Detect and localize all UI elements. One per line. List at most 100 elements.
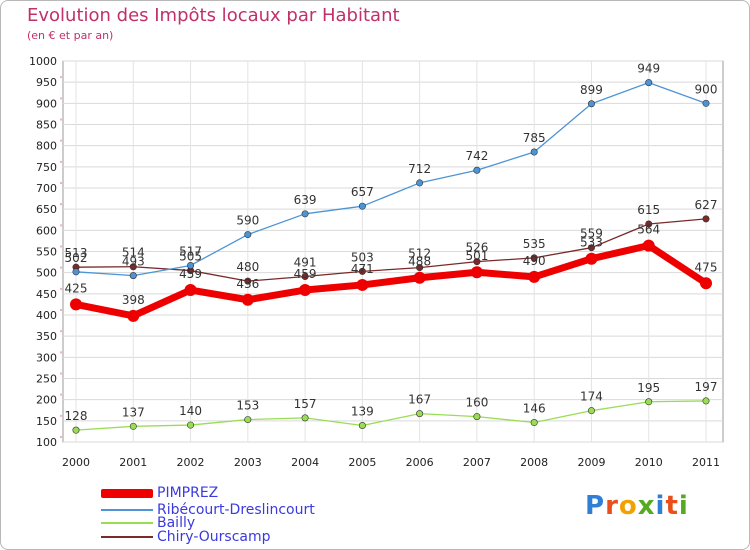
data-label-chiry-ourscamp: 512 (408, 247, 431, 261)
data-label-pimprez: 436 (236, 277, 259, 291)
data-label-ribecourt-dreslincourt: 657 (351, 185, 374, 199)
data-point-bailly (244, 416, 252, 424)
data-point-bailly (358, 421, 366, 429)
series-lines (70, 79, 712, 434)
data-point-pimprez (528, 270, 541, 283)
data-point-chiry-ourscamp (587, 244, 595, 252)
legend-swatch-bailly (101, 522, 153, 524)
data-point-bailly (473, 413, 481, 421)
data-point-chiry-ourscamp (530, 254, 538, 262)
x-tick-label: 2003 (234, 456, 262, 469)
data-point-pimprez (585, 252, 598, 265)
y-tick-label: 950 (36, 76, 57, 89)
data-point-ribecourt-dreslincourt (587, 100, 595, 108)
data-label-ribecourt-dreslincourt: 899 (580, 83, 603, 97)
y-tick-label: 800 (36, 140, 57, 153)
data-point-ribecourt-dreslincourt (187, 261, 195, 269)
y-tick-label: 100 (36, 436, 57, 449)
data-label-ribecourt-dreslincourt: 900 (695, 82, 718, 96)
data-point-ribecourt-dreslincourt (129, 272, 137, 280)
y-tick-label: 700 (36, 182, 57, 195)
logo-letter: i (678, 491, 689, 521)
data-point-chiry-ourscamp (473, 258, 481, 266)
data-label-ribecourt-dreslincourt: 785 (523, 131, 546, 145)
data-point-pimprez (413, 271, 426, 284)
y-tick-label: 550 (36, 246, 57, 259)
data-label-chiry-ourscamp: 615 (637, 203, 660, 217)
data-point-bailly (702, 397, 710, 405)
data-point-ribecourt-dreslincourt (473, 166, 481, 174)
data-point-bailly (416, 410, 424, 418)
data-label-bailly: 160 (465, 396, 488, 410)
data-point-chiry-ourscamp (416, 264, 424, 272)
legend-swatch-ribecourt-dreslincourt (101, 509, 153, 511)
y-tick-label: 300 (36, 351, 57, 364)
data-label-bailly: 146 (523, 402, 546, 416)
data-label-bailly: 195 (637, 381, 660, 395)
x-tick-label: 2006 (406, 456, 434, 469)
data-point-bailly (187, 421, 195, 429)
y-tick-label: 850 (36, 119, 57, 132)
x-tick-label: 2005 (348, 456, 376, 469)
data-point-ribecourt-dreslincourt (244, 231, 252, 239)
data-point-chiry-ourscamp (358, 267, 366, 275)
data-label-bailly: 140 (179, 404, 202, 418)
y-tick-label: 500 (36, 267, 57, 280)
legend-label-ribecourt-dreslincourt: Ribécourt-Dreslincourt (157, 502, 315, 518)
data-point-bailly (129, 422, 137, 430)
data-label-bailly: 174 (580, 390, 603, 404)
legend-label-pimprez: PIMPREZ (157, 485, 219, 501)
y-tick-label: 400 (36, 309, 57, 322)
data-point-pimprez (700, 277, 712, 290)
data-label-bailly: 153 (236, 399, 259, 413)
data-point-chiry-ourscamp (301, 272, 309, 280)
y-tick-label: 350 (36, 330, 57, 343)
data-label-chiry-ourscamp: 491 (294, 255, 317, 269)
chart-subtitle: (en € et par an) (27, 29, 114, 42)
data-label-ribecourt-dreslincourt: 949 (637, 62, 660, 76)
data-label-ribecourt-dreslincourt: 712 (408, 162, 431, 176)
data-label-pimprez: 459 (179, 267, 202, 281)
chart-title: Evolution des Impôts locaux par Habitant (27, 5, 400, 26)
x-tick-label: 2009 (577, 456, 605, 469)
x-tick-label: 2008 (520, 456, 548, 469)
data-label-pimprez: 488 (408, 255, 431, 269)
logo-letter: x (637, 491, 656, 521)
data-point-bailly (530, 419, 538, 427)
x-tick-label: 2010 (635, 456, 663, 469)
y-tick-label: 1000 (29, 55, 57, 68)
x-tick-label: 2001 (119, 456, 147, 469)
data-label-pimprez: 459 (294, 267, 317, 281)
data-label-bailly: 167 (408, 393, 431, 407)
x-tick-label: 2002 (177, 456, 205, 469)
logo-letter: t (665, 491, 679, 521)
data-label-ribecourt-dreslincourt: 502 (65, 251, 88, 265)
legend-label-chiry-ourscamp: Chiry-Ourscamp (157, 529, 271, 545)
data-point-chiry-ourscamp (244, 277, 252, 285)
data-label-pimprez: 471 (351, 262, 374, 276)
logo-letter: P (585, 491, 606, 521)
data-label-chiry-ourscamp: 505 (179, 250, 202, 264)
data-label-chiry-ourscamp: 627 (695, 198, 718, 212)
series-line-chiry-ourscamp (75, 218, 707, 282)
legend-item-bailly: Bailly (101, 515, 195, 531)
legend-item-ribecourt-dreslincourt: Ribécourt-Dreslincourt (101, 502, 315, 518)
y-tick-label: 650 (36, 203, 57, 216)
data-point-bailly (645, 398, 653, 406)
data-point-pimprez (642, 239, 655, 252)
data-point-ribecourt-dreslincourt (301, 210, 309, 218)
x-tick-label: 2004 (291, 456, 319, 469)
data-point-pimprez (299, 284, 312, 297)
y-tick-label: 600 (36, 224, 57, 237)
data-label-chiry-ourscamp: 526 (465, 241, 488, 255)
x-tick-label: 2000 (62, 456, 90, 469)
x-tick-label: 2007 (463, 456, 491, 469)
data-point-pimprez (470, 266, 483, 279)
data-label-ribecourt-dreslincourt: 639 (294, 193, 317, 207)
data-point-pimprez (184, 284, 197, 297)
y-tick-label: 900 (36, 97, 57, 110)
data-point-ribecourt-dreslincourt (645, 79, 653, 87)
logo-letter: o (618, 491, 638, 521)
